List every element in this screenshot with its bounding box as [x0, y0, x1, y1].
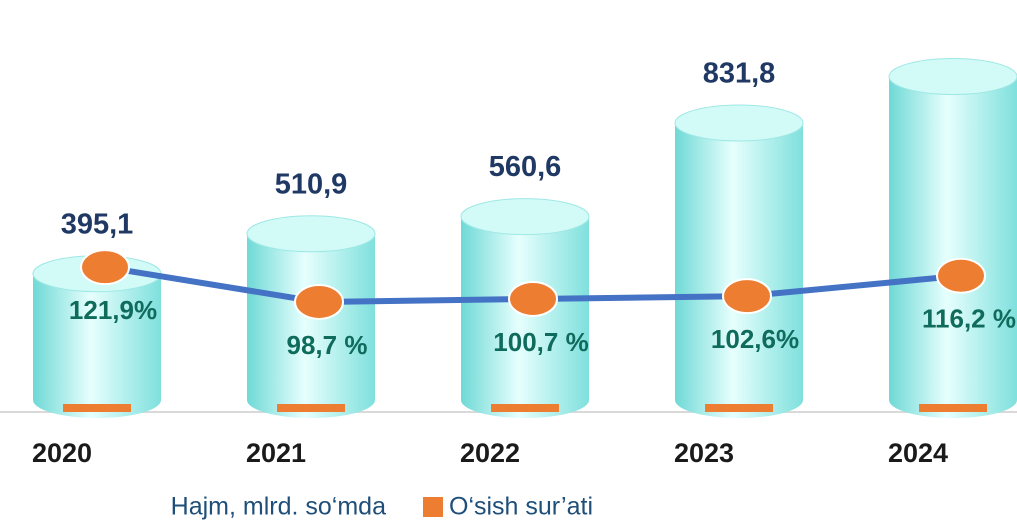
base-marker: [491, 404, 559, 412]
value-label: 395,1: [61, 208, 134, 240]
data-label: 100,7 %: [493, 327, 588, 357]
bar-top: [246, 215, 376, 253]
marker: [936, 257, 986, 294]
base-marker: [63, 404, 131, 412]
bar-top: [674, 104, 804, 142]
base-marker: [705, 404, 773, 412]
bar: [675, 123, 803, 401]
legend-label: O‘sish sur’ati: [449, 493, 593, 521]
legend-swatch: [423, 497, 443, 517]
base-marker: [277, 404, 345, 412]
x-tick-label: 2021: [246, 438, 306, 468]
marker: [508, 280, 558, 317]
bar-top: [888, 58, 1017, 96]
data-label: 98,7 %: [287, 330, 368, 360]
data-label: 121,9%: [69, 295, 157, 325]
labels: 395,1 2020 510,9 2021 560,6 2022 831,8 2023 2024…: [32, 58, 1016, 468]
bars: [32, 58, 1017, 418]
growth-line: [80, 249, 986, 320]
x-tick-label: 2022: [460, 438, 520, 468]
value-label: 831,8: [703, 58, 776, 90]
x-tick-label: 2024: [888, 438, 948, 468]
bar: [889, 76, 1017, 400]
bar: [33, 273, 161, 400]
x-tick-label: 2020: [32, 438, 92, 468]
value-label: 510,9: [275, 168, 348, 200]
marker: [722, 278, 772, 315]
base-marker: [919, 404, 987, 412]
data-label: 102,6%: [711, 324, 799, 354]
bar-top: [460, 198, 590, 236]
x-tick-label: 2023: [674, 438, 734, 468]
data-label: 116,2 %: [922, 304, 1016, 334]
legend-label: Hajm, mlrd. so‘mda: [171, 493, 386, 521]
value-label: 560,6: [489, 151, 562, 183]
marker: [80, 249, 130, 286]
marker: [294, 283, 344, 320]
